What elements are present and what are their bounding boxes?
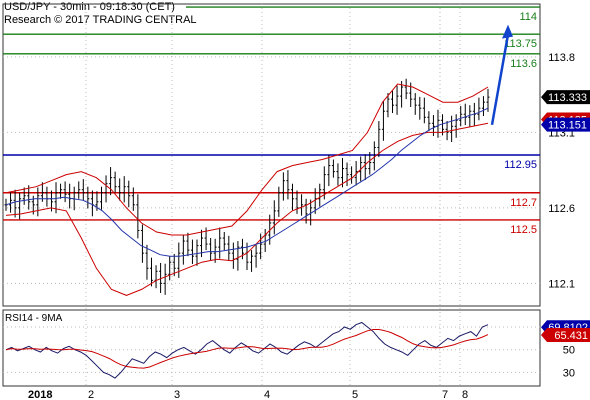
moving-average bbox=[5, 107, 489, 257]
level-label-3: 112.95 bbox=[504, 159, 537, 171]
level-label-5: 112.5 bbox=[510, 224, 537, 236]
x-tick-label-3: 4 bbox=[264, 389, 270, 400]
price-badge-bg-2 bbox=[541, 117, 590, 132]
rsi-tick-label-2: 30 bbox=[563, 367, 575, 379]
rsi-line bbox=[5, 321, 489, 379]
y-tick-label-3: 113.8 bbox=[548, 52, 575, 64]
level-label-4: 112.7 bbox=[510, 197, 537, 209]
x-tick-label-1: 2 bbox=[88, 389, 94, 400]
x-tick-label-0: 2018 bbox=[28, 389, 52, 400]
forecast-arrow bbox=[490, 34, 510, 126]
price-badge-label-0: 113.333 bbox=[548, 92, 587, 104]
price-panel: 114 113.75 113.6 112.95 112.7 112.5 bbox=[2, 3, 541, 386]
rsi-tick-label-1: 50 bbox=[563, 345, 575, 357]
rsi-title: RSI14 - 9MA bbox=[5, 313, 63, 324]
x-tick-label-6: 8 bbox=[462, 389, 468, 400]
price-badge-label-2: 113.151 bbox=[548, 120, 587, 132]
x-tick-label-2: 3 bbox=[174, 389, 180, 400]
price-badge-0: 113.333 bbox=[541, 90, 590, 105]
price-badge-bg-0 bbox=[541, 90, 590, 105]
level-label-1: 113.75 bbox=[504, 38, 537, 50]
axes: 112.1112.6113.1113.8113.333113.185113.15… bbox=[28, 52, 590, 400]
forecast-arrow-head bbox=[502, 24, 513, 39]
chart-header-line2: Research © 2017 TRADING CENTRAL bbox=[4, 14, 197, 26]
x-tick-label-5: 7 bbox=[442, 389, 448, 400]
rsi-badge-bg-1 bbox=[541, 327, 590, 342]
price-badge-2: 113.151 bbox=[541, 117, 590, 132]
level-label-0: 114 bbox=[519, 11, 537, 23]
y-tick-label-0: 112.1 bbox=[548, 278, 575, 290]
bollinger-lower bbox=[5, 122, 489, 296]
level-label-2: 113.6 bbox=[510, 58, 537, 70]
rsi-ma-line bbox=[5, 329, 489, 369]
rsi-panel: RSI14 - 9MA70503069.810265.431 bbox=[2, 309, 590, 387]
rsi-badge-label-1: 65.431 bbox=[554, 330, 588, 342]
rsi-frame bbox=[2, 309, 541, 387]
y-tick-label-1: 112.6 bbox=[548, 203, 575, 215]
x-tick-label-4: 5 bbox=[352, 389, 358, 400]
bollinger-upper bbox=[5, 83, 489, 236]
rsi-badge-1: 65.431 bbox=[541, 327, 590, 342]
